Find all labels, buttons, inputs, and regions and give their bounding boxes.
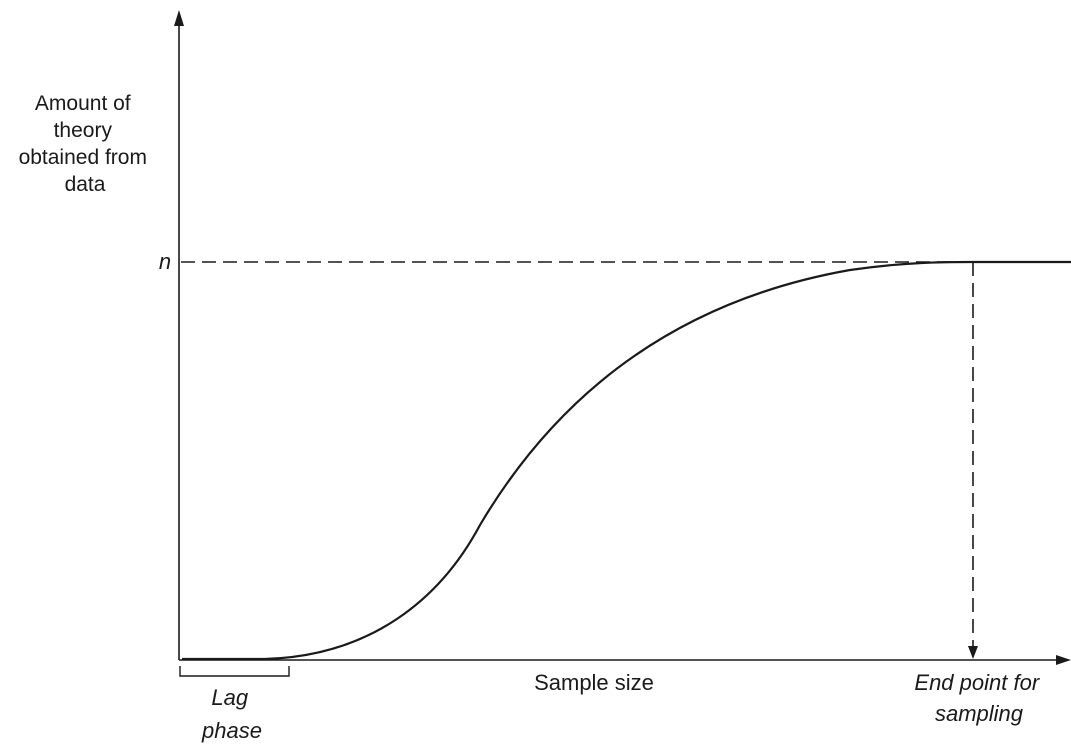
y-axis-arrowhead (174, 10, 184, 26)
end-point-label-line: End point for (914, 670, 1040, 695)
lag-phase-label-line: Lag (211, 685, 248, 710)
saturation-level-label: n (159, 249, 171, 274)
y-axis-label-line: theory (54, 119, 113, 142)
y-axis-label-line: obtained from (19, 146, 147, 169)
y-axis-label-line: data (65, 173, 106, 196)
lag-phase-label: Lag phase (201, 685, 262, 743)
y-axis-label-line: Amount of (35, 92, 131, 115)
x-axis-label: Sample size (534, 670, 654, 695)
y-axis-label: Amount of theory obtained from data (19, 92, 152, 196)
saturation-curve (182, 260, 1071, 661)
end-point-arrowhead (968, 646, 978, 659)
lag-phase-label-line: phase (201, 718, 262, 743)
end-point-label: End point for sampling (914, 670, 1043, 726)
end-point-label-line: sampling (935, 701, 1024, 726)
x-axis-arrowhead (1056, 655, 1071, 665)
lag-phase-bracket (179, 666, 290, 677)
